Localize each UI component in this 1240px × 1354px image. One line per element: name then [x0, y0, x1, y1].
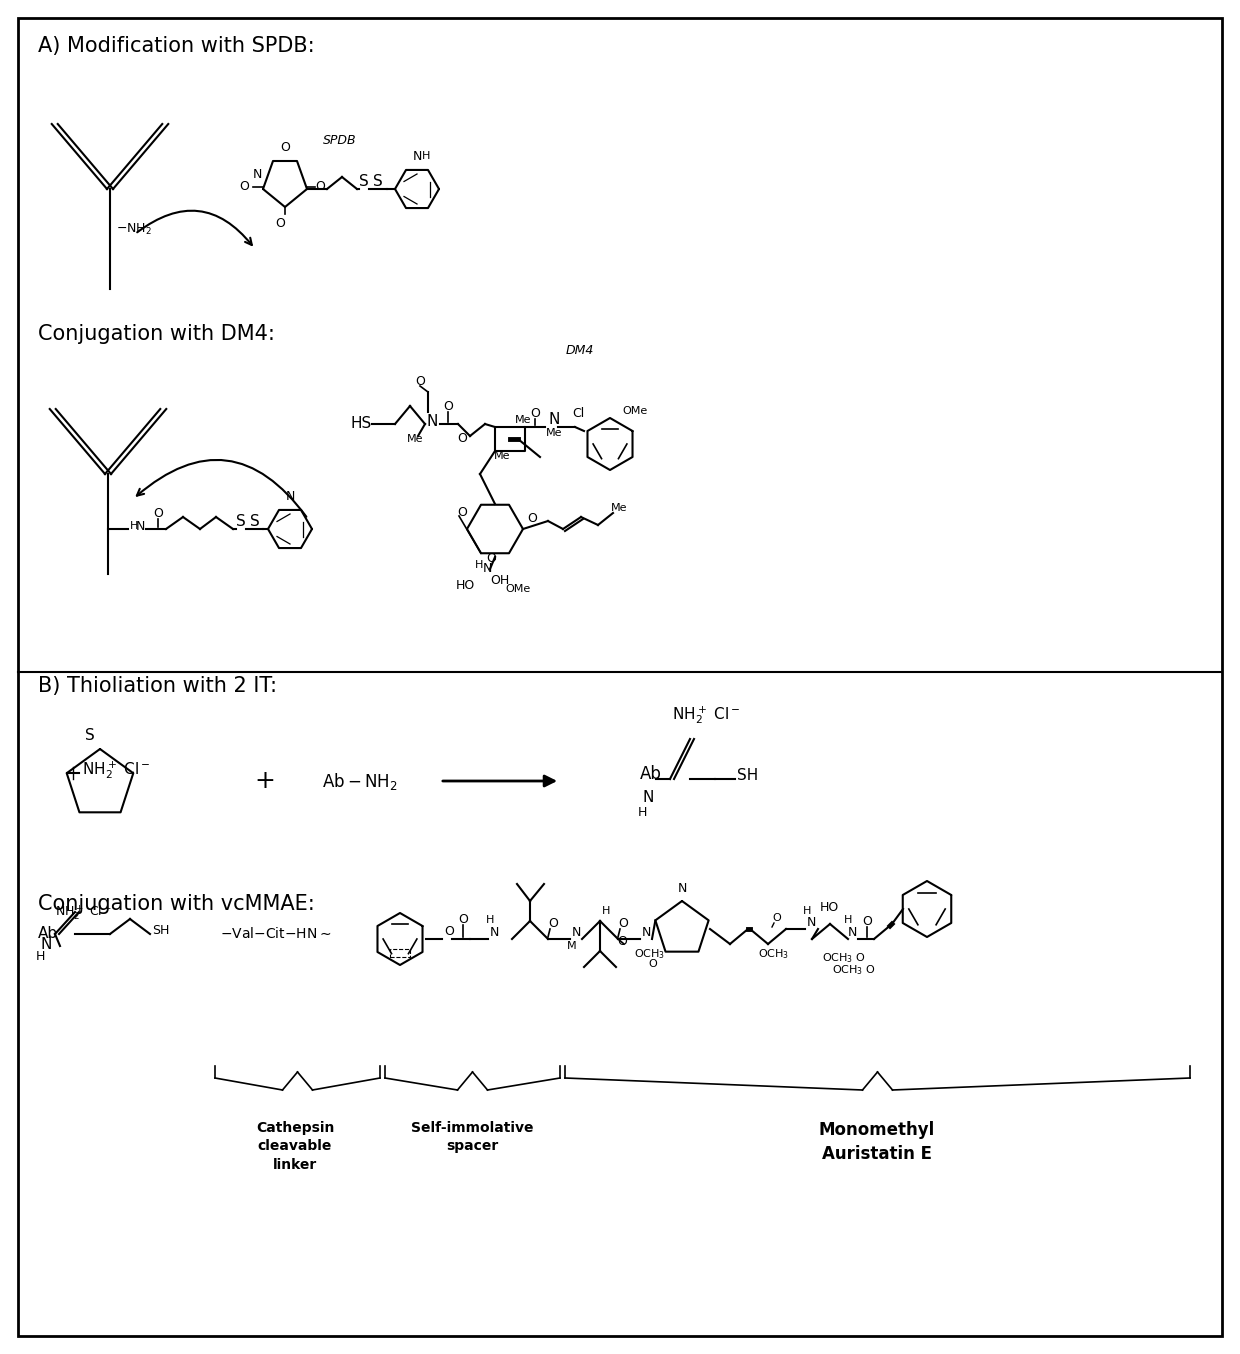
Text: Me: Me [611, 502, 627, 513]
Text: M: M [567, 941, 577, 951]
Text: O: O [415, 375, 425, 389]
Text: H: H [637, 806, 647, 819]
Text: O: O [548, 917, 558, 930]
Text: O: O [275, 217, 285, 230]
Text: S: S [236, 515, 246, 529]
Text: +: + [254, 769, 275, 793]
Text: N: N [807, 917, 816, 929]
Text: H: H [843, 915, 852, 925]
Text: Self-immolative
spacer: Self-immolative spacer [410, 1121, 533, 1154]
Bar [391, 949, 410, 957]
Text: Me: Me [515, 414, 532, 425]
Text: H: H [601, 906, 610, 917]
Text: N: N [548, 412, 559, 427]
Text: A) Modification with SPDB:: A) Modification with SPDB: [38, 37, 315, 56]
Text: H: H [36, 951, 46, 963]
Text: OH: OH [490, 574, 510, 588]
Text: N: N [848, 926, 857, 940]
Text: N: N [427, 413, 438, 428]
Text: Monomethyl
Auristatin E: Monomethyl Auristatin E [818, 1121, 935, 1163]
Text: N: N [40, 937, 51, 952]
Text: O: O [458, 432, 467, 445]
Text: Me: Me [407, 435, 423, 444]
Text: O: O [458, 913, 467, 926]
Text: $\mathrm{OCH_3\ O}$: $\mathrm{OCH_3\ O}$ [832, 963, 875, 976]
Text: SPDB: SPDB [324, 134, 357, 148]
Text: S: S [373, 175, 383, 190]
Text: Cathepsin
cleavable
linker: Cathepsin cleavable linker [255, 1121, 335, 1171]
Text: S: S [360, 175, 368, 190]
FancyArrowPatch shape [136, 460, 306, 517]
Text: HO: HO [820, 900, 839, 914]
Text: H: H [486, 915, 495, 925]
Text: O: O [618, 936, 627, 948]
Text: H: H [130, 521, 139, 531]
FancyArrowPatch shape [138, 211, 252, 245]
Text: $\mathrm{OCH_3\ O}$: $\mathrm{OCH_3\ O}$ [822, 951, 866, 965]
Text: Me: Me [494, 451, 510, 460]
Text: N: N [482, 562, 492, 575]
Text: N: N [642, 926, 651, 940]
Text: O: O [862, 915, 872, 927]
Text: HS: HS [350, 417, 371, 432]
Text: N: N [572, 926, 582, 940]
Text: N: N [136, 520, 145, 532]
Text: $\mathrm{NH_2^+\ Cl^-}$: $\mathrm{NH_2^+\ Cl^-}$ [82, 760, 150, 781]
Text: S: S [86, 728, 95, 743]
Text: $\mathrm{OCH_3}$: $\mathrm{OCH_3}$ [758, 946, 789, 961]
Text: O: O [444, 925, 454, 938]
Text: O: O [458, 506, 467, 519]
Text: H: H [802, 906, 811, 917]
Text: OMe: OMe [505, 584, 531, 594]
Text: OMe: OMe [622, 406, 647, 416]
Text: O: O [486, 552, 496, 565]
Text: O: O [529, 408, 539, 420]
Text: O: O [239, 180, 249, 194]
Text: Ab: Ab [640, 765, 662, 783]
Text: O: O [443, 399, 453, 413]
Text: N: N [490, 926, 500, 940]
Text: $\mathrm{NH_2^+\ Cl^-}$: $\mathrm{NH_2^+\ Cl^-}$ [672, 704, 740, 726]
Text: H: H [475, 561, 484, 570]
Text: H: H [422, 152, 430, 161]
Text: $\mathrm{NH_2^+\ Cl^-}$: $\mathrm{NH_2^+\ Cl^-}$ [55, 903, 112, 922]
Text: $\mathrm{Ab-NH_2}$: $\mathrm{Ab-NH_2}$ [322, 770, 398, 792]
Text: $-\mathrm{NH_2}$: $-\mathrm{NH_2}$ [117, 222, 153, 237]
Text: $\mathrm{-Val{-}Cit{-}HN{\sim}}$: $\mathrm{-Val{-}Cit{-}HN{\sim}}$ [219, 926, 331, 941]
Text: O: O [618, 917, 627, 930]
Text: O: O [315, 180, 325, 194]
Text: S: S [250, 515, 259, 529]
Text: O: O [649, 959, 657, 969]
Text: Me: Me [546, 428, 563, 437]
Text: O: O [773, 913, 781, 923]
Text: B) Thioliation with 2 IT:: B) Thioliation with 2 IT: [38, 676, 277, 696]
Text: Conjugation with vcMMAE:: Conjugation with vcMMAE: [38, 894, 315, 914]
Text: O: O [527, 512, 537, 525]
Text: Cl: Cl [572, 408, 584, 420]
Text: N: N [413, 150, 422, 162]
Text: O: O [280, 141, 290, 154]
Text: Conjugation with DM4:: Conjugation with DM4: [38, 324, 275, 344]
Text: N: N [285, 490, 295, 502]
Text: SH: SH [737, 769, 758, 784]
Text: N: N [677, 881, 687, 895]
Text: O: O [153, 506, 162, 520]
Text: $\mathrm{OCH_3}$: $\mathrm{OCH_3}$ [634, 946, 665, 961]
Text: DM4: DM4 [565, 344, 594, 357]
Text: Ab: Ab [38, 926, 58, 941]
Text: HO: HO [456, 580, 475, 592]
Text: N: N [642, 789, 653, 806]
Text: N: N [252, 168, 262, 181]
Text: SH: SH [153, 925, 170, 937]
